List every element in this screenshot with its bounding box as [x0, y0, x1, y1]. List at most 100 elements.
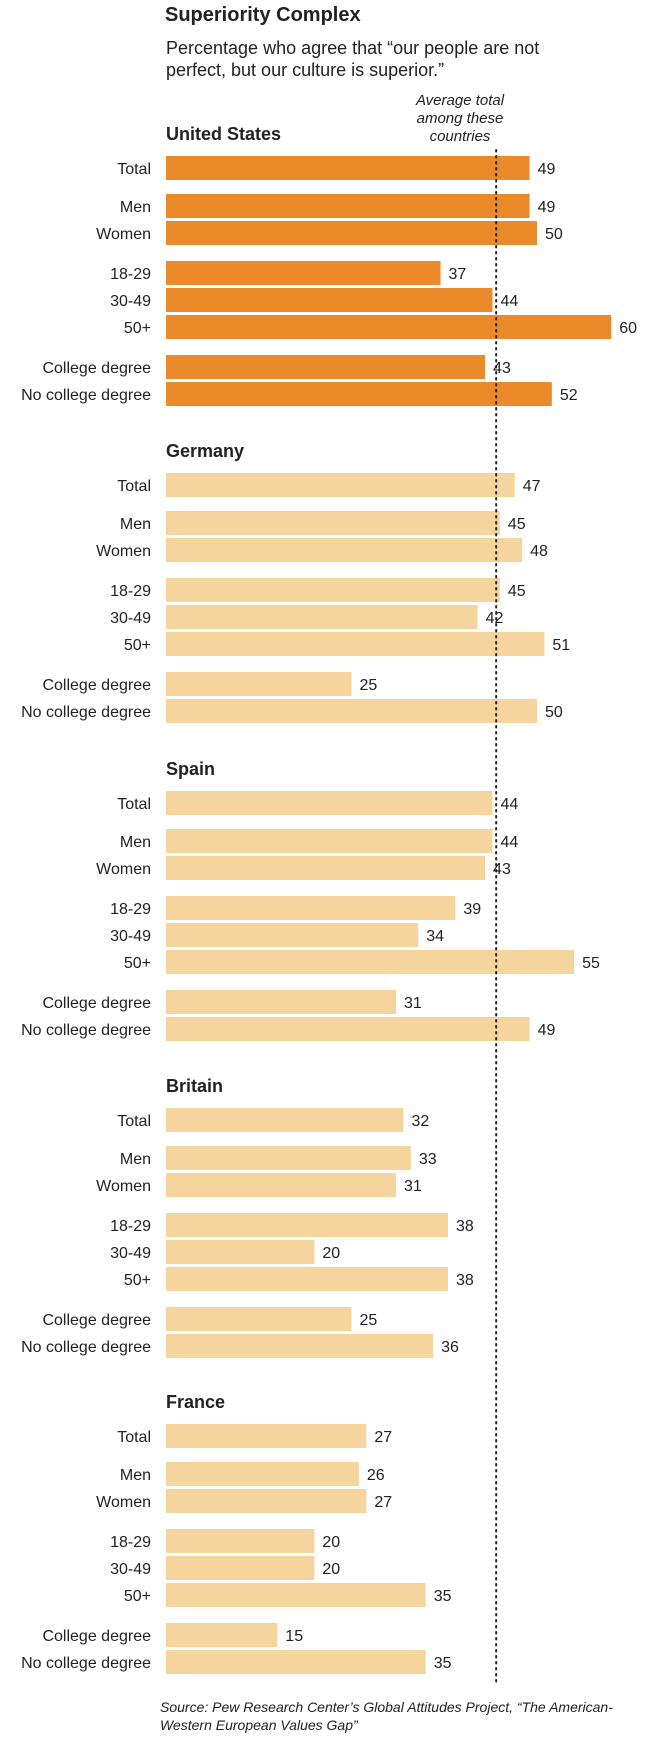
group-heading-spain: Spain [166, 759, 215, 779]
bar-united-states-18-29 [166, 261, 441, 285]
category-label: College degree [42, 995, 151, 1012]
category-label: Total [117, 796, 151, 813]
bar-france-women [166, 1489, 367, 1513]
value-label: 51 [552, 637, 570, 654]
value-label: 55 [582, 955, 600, 972]
bar-spain-men [166, 829, 493, 853]
category-label: 30-49 [110, 293, 151, 310]
category-label: Total [117, 1113, 151, 1130]
bar-britain-50- [166, 1267, 448, 1291]
bar-germany-men [166, 511, 500, 535]
bar-united-states-women [166, 221, 537, 245]
value-label: 49 [538, 1022, 556, 1039]
bar-germany-women [166, 538, 523, 562]
value-label: 38 [456, 1218, 474, 1235]
category-label: 30-49 [110, 1561, 151, 1578]
source-note: Source: Pew Research Center’s Global Att… [160, 1699, 613, 1733]
category-label: Total [117, 478, 151, 495]
category-label: Total [117, 161, 151, 178]
value-label: 48 [530, 543, 548, 560]
bar-united-states-total [166, 156, 530, 180]
value-label: 35 [434, 1588, 452, 1605]
value-label: 44 [500, 293, 518, 310]
value-label: 32 [411, 1113, 429, 1130]
category-label: 50+ [124, 955, 151, 972]
bar-france-college-degree [166, 1623, 278, 1647]
value-label: 60 [619, 320, 637, 337]
value-label: 35 [434, 1655, 452, 1672]
category-label: 50+ [124, 1588, 151, 1605]
category-label: No college degree [21, 1022, 151, 1039]
bar-britain-30-49 [166, 1240, 315, 1264]
value-label: 31 [404, 1178, 422, 1195]
value-label: 25 [360, 1312, 378, 1329]
bar-spain-college-degree [166, 990, 397, 1014]
category-label: No college degree [21, 1655, 151, 1672]
category-label: 18-29 [110, 901, 151, 918]
bar-spain-women [166, 856, 486, 880]
category-label: 50+ [124, 637, 151, 654]
bar-germany-50- [166, 632, 545, 656]
category-label: 18-29 [110, 583, 151, 600]
value-label: 44 [500, 796, 518, 813]
value-label: 20 [322, 1534, 340, 1551]
bar-spain-18-29 [166, 896, 456, 920]
bar-france-total [166, 1424, 367, 1448]
bar-britain-total [166, 1108, 404, 1132]
category-label: Men [120, 1467, 151, 1484]
bar-united-states-30-49 [166, 288, 493, 312]
category-label: 18-29 [110, 1534, 151, 1551]
category-label: 18-29 [110, 266, 151, 283]
average-line-label: Average total among these countries [415, 92, 505, 145]
category-label: Women [96, 543, 151, 560]
bar-spain-30-49 [166, 923, 419, 947]
value-label: 50 [545, 704, 563, 721]
bar-britain-no-college-degree [166, 1334, 434, 1358]
bar-germany-no-college-degree [166, 699, 537, 723]
value-label: 43 [493, 360, 511, 377]
value-label: 45 [508, 583, 526, 600]
value-label: 25 [360, 677, 378, 694]
bar-germany-college-degree [166, 672, 352, 696]
bar-britain-men [166, 1146, 411, 1170]
bar-spain-no-college-degree [166, 1017, 530, 1041]
bar-france-18-29 [166, 1529, 315, 1553]
group-heading-germany: Germany [166, 441, 244, 461]
category-label: 50+ [124, 320, 151, 337]
value-label: 27 [374, 1429, 392, 1446]
value-label: 20 [322, 1561, 340, 1578]
value-label: 38 [456, 1272, 474, 1289]
value-label: 47 [523, 478, 541, 495]
category-label: Women [96, 1178, 151, 1195]
category-label: No college degree [21, 1339, 151, 1356]
category-label: Men [120, 1151, 151, 1168]
bar-france-30-49 [166, 1556, 315, 1580]
chart-title: Superiority Complex [165, 4, 361, 26]
bar-britain-college-degree [166, 1307, 352, 1331]
category-label: 18-29 [110, 1218, 151, 1235]
bar-spain-50- [166, 950, 575, 974]
category-label: 30-49 [110, 1245, 151, 1262]
value-label: 39 [463, 901, 481, 918]
value-label: 50 [545, 226, 563, 243]
value-label: 49 [538, 199, 556, 216]
bar-germany-total [166, 473, 515, 497]
value-label: 27 [374, 1494, 392, 1511]
bar-france-50- [166, 1583, 426, 1607]
category-label: 50+ [124, 1272, 151, 1289]
value-label: 34 [426, 928, 444, 945]
value-label: 31 [404, 995, 422, 1012]
value-label: 36 [441, 1339, 459, 1356]
value-label: 33 [419, 1151, 437, 1168]
bar-britain-women [166, 1173, 397, 1197]
value-label: 45 [508, 516, 526, 533]
group-heading-britain: Britain [166, 1076, 223, 1096]
category-label: College degree [42, 1628, 151, 1645]
bar-united-states-men [166, 194, 530, 218]
value-label: 52 [560, 387, 578, 404]
category-label: College degree [42, 677, 151, 694]
bar-germany-30-49 [166, 605, 478, 629]
group-heading-united-states: United States [166, 124, 281, 144]
value-label: 44 [500, 834, 518, 851]
